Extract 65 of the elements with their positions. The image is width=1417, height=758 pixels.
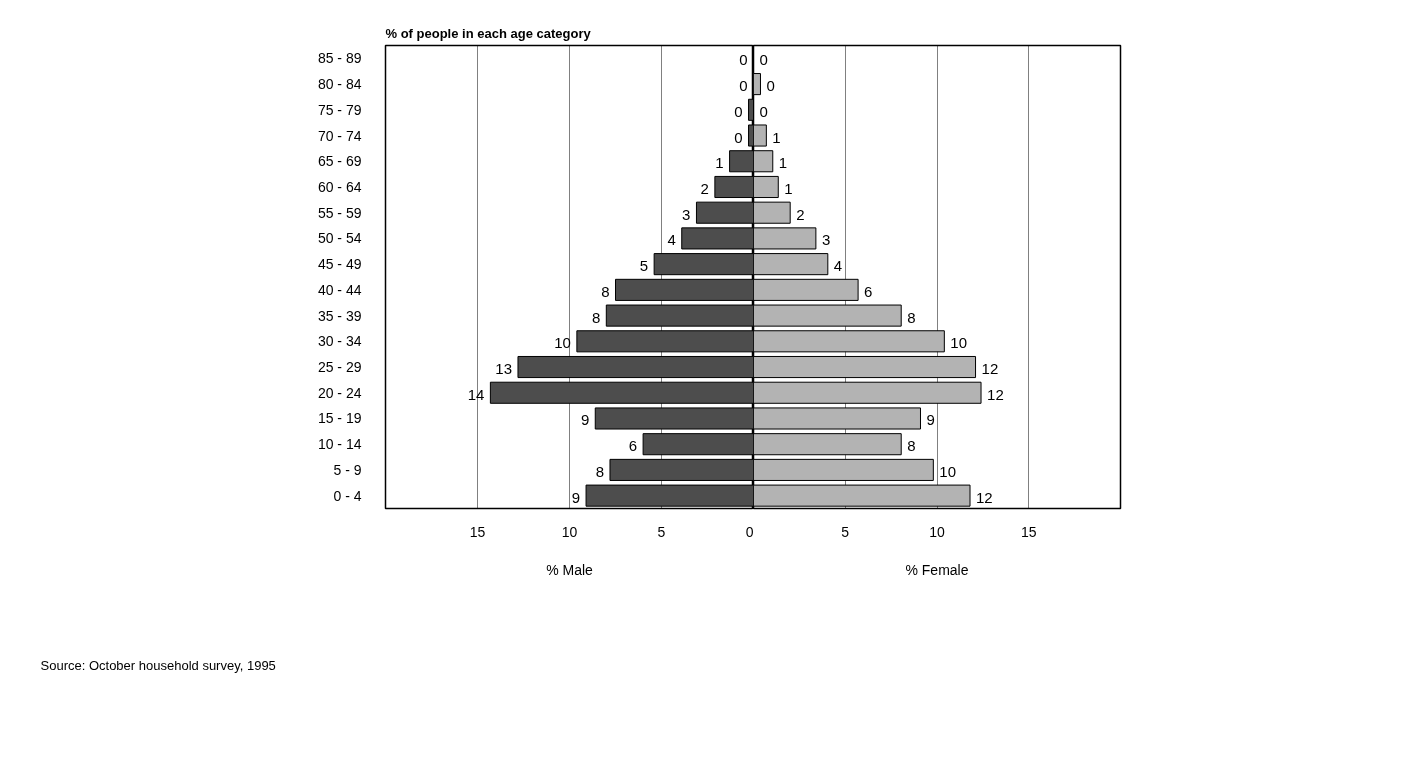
data-label: 6: [864, 282, 873, 300]
data-label: 3: [821, 231, 831, 249]
y-tick-label: 55 - 59: [317, 204, 362, 221]
data-label: 0: [759, 102, 768, 120]
data-label: 4: [833, 257, 843, 275]
data-label: 12: [981, 360, 999, 378]
y-tick-label: 15 - 19: [317, 410, 362, 427]
y-tick-label: 40 - 44: [317, 281, 362, 298]
x-tick-label: 10: [561, 523, 578, 540]
data-label: 8: [591, 308, 601, 326]
chart-title: % of people in each age category: [385, 25, 592, 41]
data-label: 5: [639, 257, 649, 275]
data-label: 14: [467, 385, 485, 403]
data-label: 12: [987, 385, 1004, 403]
data-label: 0: [759, 51, 768, 69]
y-tick-label: 10 - 14: [317, 436, 362, 453]
x-axis-title: % Female: [905, 561, 969, 578]
data-label: 0: [734, 102, 743, 120]
x-tick-label: 10: [929, 523, 945, 540]
x-axis-title: % Male: [546, 561, 594, 578]
data-label: 0: [766, 77, 775, 95]
data-label: 9: [571, 488, 581, 506]
y-tick-label: 80 - 84: [317, 76, 362, 93]
data-label: 8: [601, 282, 610, 300]
y-tick-label: 25 - 29: [317, 359, 362, 376]
data-label: 2: [700, 179, 709, 197]
y-tick-label: 20 - 24: [317, 384, 362, 401]
data-label: 8: [907, 308, 916, 326]
data-label: 4: [667, 231, 676, 249]
y-tick-label: 65 - 69: [317, 153, 362, 170]
y-tick-label: 60 - 64: [317, 178, 362, 195]
data-label: 12: [976, 488, 993, 506]
data-label: 3: [682, 205, 691, 223]
data-label: 10: [939, 462, 957, 480]
x-tick-label: 15: [469, 523, 486, 540]
data-label: 8: [907, 437, 916, 455]
data-label: 0: [739, 51, 748, 69]
data-label: 9: [926, 411, 935, 429]
y-tick-label: 75 - 79: [317, 101, 362, 118]
data-label: 6: [628, 437, 638, 455]
source-note: Source: October household survey, 1995: [40, 657, 276, 673]
data-label: 0: [734, 128, 743, 146]
data-label: 8: [595, 462, 604, 480]
data-label: 2: [796, 205, 805, 223]
y-tick-label: 85 - 89: [317, 50, 362, 67]
data-label: 1: [772, 128, 781, 146]
data-label: 1: [715, 154, 724, 172]
data-label: 1: [784, 179, 793, 197]
y-tick-label: 50 - 54: [317, 230, 362, 247]
y-tick-label: 5 - 9: [333, 461, 362, 478]
x-tick-label: 0: [745, 523, 754, 540]
data-label: 10: [554, 334, 571, 352]
data-label: 9: [580, 411, 590, 429]
data-label: 13: [495, 360, 512, 378]
x-tick-label: 15: [1020, 523, 1037, 540]
y-tick-label: 35 - 39: [317, 307, 362, 324]
y-tick-label: 70 - 74: [317, 127, 362, 144]
data-label: 1: [778, 154, 788, 172]
x-tick-label: 5: [841, 523, 850, 540]
x-tick-label: 5: [657, 523, 666, 540]
y-tick-label: 0 - 4: [333, 487, 362, 504]
y-tick-label: 30 - 34: [317, 333, 362, 350]
data-label: 0: [739, 77, 748, 95]
y-tick-label: 45 - 49: [317, 256, 362, 273]
data-label: 10: [950, 334, 968, 352]
